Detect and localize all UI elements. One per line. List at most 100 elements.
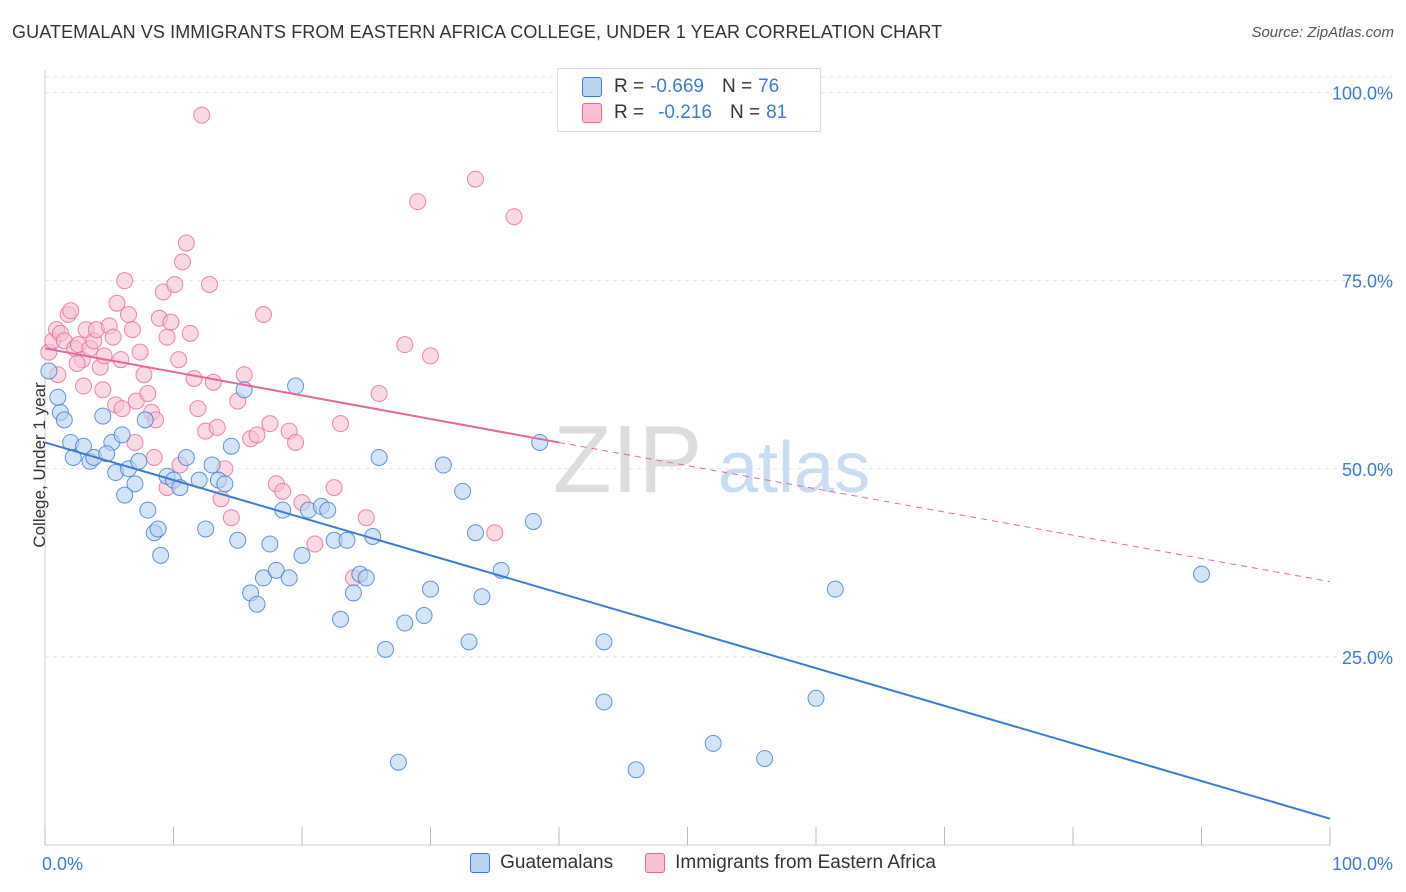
point-guatemalan: [454, 482, 472, 500]
point-guatemalan: [177, 449, 195, 466]
point-eastern-africa: [135, 366, 153, 384]
axes: [44, 70, 1331, 846]
legend-row-eastern-africa: R = -0.216 N = 81: [582, 100, 787, 126]
point-guatemalan: [197, 520, 215, 538]
series-eastern-africa: [40, 106, 523, 587]
point-eastern-africa: [75, 377, 93, 395]
trendline-eastern-africa-extension: [558, 441, 1331, 583]
point-eastern-africa: [306, 535, 324, 553]
point-guatemalan: [466, 524, 484, 542]
point-guatemalan: [807, 689, 825, 707]
point-eastern-africa: [139, 385, 157, 403]
point-eastern-africa: [95, 347, 113, 365]
point-eastern-africa: [325, 479, 343, 497]
stats-legend: R = -0.669 N = 76 R = -0.216 N = 81: [557, 68, 821, 132]
point-eastern-africa: [189, 400, 207, 418]
x-tick-label-min: 0.0%: [42, 854, 83, 874]
point-eastern-africa: [131, 343, 149, 361]
point-eastern-africa: [409, 193, 427, 211]
point-eastern-africa: [204, 373, 222, 391]
point-eastern-africa: [248, 426, 266, 444]
point-guatemalan: [248, 595, 266, 613]
point-guatemalan: [64, 449, 82, 466]
legend-swatch-pink: [645, 853, 666, 873]
point-guatemalan: [113, 426, 131, 444]
point-guatemalan: [434, 456, 452, 474]
point-eastern-africa: [181, 324, 199, 342]
point-guatemalan: [40, 362, 58, 380]
point-guatemalan: [524, 512, 542, 530]
trend-lines: [44, 347, 1331, 820]
point-eastern-africa: [274, 482, 292, 500]
point-guatemalan: [396, 614, 414, 632]
point-guatemalan: [332, 610, 350, 628]
point-guatemalan: [55, 411, 73, 429]
legend-swatch-blue: [470, 853, 491, 873]
point-eastern-africa: [254, 306, 272, 324]
point-guatemalan: [222, 437, 240, 455]
trendline-eastern-africa: [44, 347, 560, 444]
point-eastern-africa: [113, 400, 131, 418]
point-eastern-africa: [62, 302, 80, 320]
y-tick-label: 50.0%: [1342, 460, 1393, 480]
point-guatemalan: [216, 475, 234, 493]
point-guatemalan: [422, 580, 439, 598]
point-guatemalan: [94, 407, 112, 425]
legend-item-guatemalans[interactable]: Guatemalans: [470, 852, 613, 874]
point-guatemalan: [98, 445, 116, 463]
point-eastern-africa: [396, 336, 414, 354]
point-guatemalan: [280, 569, 298, 587]
tick-labels: 25.0% 50.0% 75.0% 100.0% 0.0% 100.0%: [42, 84, 1393, 874]
source-note: Source: ZipAtlas.com: [1251, 24, 1394, 41]
legend-n-eastern-africa: 81: [766, 102, 788, 123]
point-guatemalan: [415, 607, 433, 625]
point-eastern-africa: [486, 524, 504, 542]
point-guatemalan: [389, 753, 407, 771]
point-guatemalan: [756, 749, 774, 767]
y-tick-label: 75.0%: [1342, 272, 1393, 292]
point-eastern-africa: [208, 418, 226, 436]
point-eastern-africa: [422, 347, 439, 365]
y-tick-label: 100.0%: [1332, 84, 1393, 104]
point-guatemalan: [293, 546, 311, 564]
point-guatemalan: [229, 531, 247, 549]
point-eastern-africa: [116, 272, 134, 290]
point-eastern-africa: [466, 170, 484, 188]
point-guatemalan: [370, 449, 388, 466]
watermark-zip: ZIP: [553, 406, 702, 513]
point-guatemalan: [126, 475, 144, 493]
watermark-atlas: atlas: [718, 428, 870, 508]
point-guatemalan: [377, 640, 395, 658]
point-guatemalan: [627, 761, 645, 779]
trendline-guatemalans: [44, 441, 1331, 820]
point-guatemalan: [1193, 565, 1210, 583]
point-guatemalan: [344, 584, 362, 602]
point-eastern-africa: [158, 328, 176, 346]
point-eastern-africa: [173, 253, 191, 271]
point-eastern-africa: [505, 208, 523, 226]
series-legend: Guatemalans Immigrants from Eastern Afri…: [0, 852, 1406, 874]
series-guatemalans: [40, 362, 1210, 779]
point-eastern-africa: [145, 449, 163, 466]
point-eastern-africa: [120, 306, 138, 324]
point-eastern-africa: [357, 509, 375, 527]
point-eastern-africa: [68, 354, 86, 372]
point-eastern-africa: [112, 351, 130, 369]
point-guatemalan: [595, 633, 613, 651]
point-guatemalan: [338, 531, 356, 549]
legend-swatch-blue: [582, 77, 602, 97]
point-eastern-africa: [332, 415, 350, 433]
point-guatemalan: [203, 456, 221, 474]
chart-title: GUATEMALAN VS IMMIGRANTS FROM EASTERN AF…: [12, 22, 943, 42]
point-eastern-africa: [200, 275, 218, 293]
point-guatemalan: [531, 433, 549, 451]
point-eastern-africa: [287, 433, 305, 451]
point-guatemalan: [149, 520, 167, 538]
point-guatemalan: [473, 588, 491, 606]
point-eastern-africa: [222, 509, 240, 527]
point-guatemalan: [130, 452, 148, 470]
legend-swatch-pink: [582, 103, 602, 123]
point-guatemalan: [49, 388, 67, 406]
legend-item-eastern-africa[interactable]: Immigrants from Eastern Africa: [645, 852, 936, 874]
